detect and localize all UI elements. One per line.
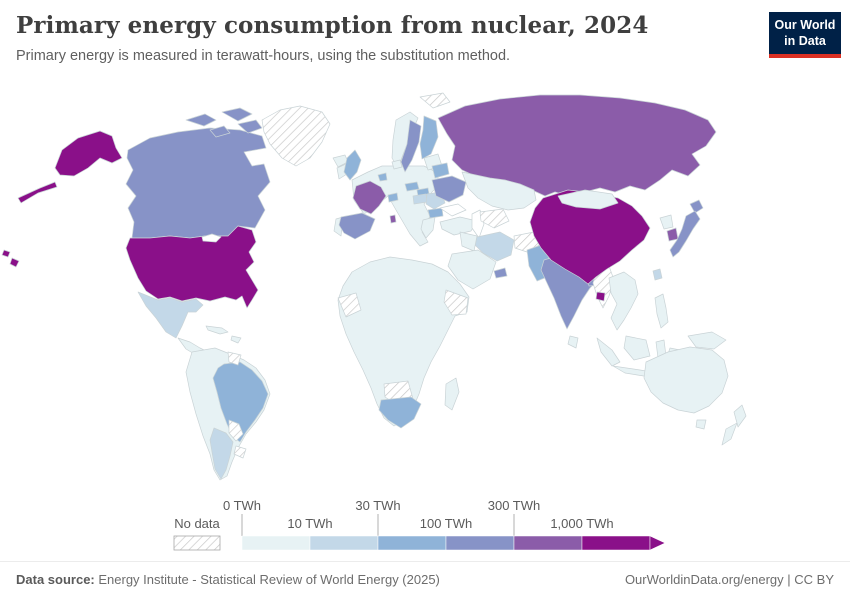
country-canada[interactable] [125,127,271,239]
legend-swatch-1[interactable] [309,535,379,551]
country-canada-arctic-4[interactable] [209,125,231,138]
country-north-korea[interactable] [659,214,674,230]
legend-label-30: 30 TWh [355,498,400,513]
country-turkey[interactable] [439,216,478,236]
country-se-asia[interactable] [608,271,639,331]
country-mexico[interactable] [137,291,204,339]
country-png[interactable] [687,331,727,350]
country-usa[interactable] [125,225,259,309]
legend-swatch-3[interactable] [445,535,515,551]
great-lakes [201,233,222,243]
country-south-africa[interactable] [378,396,422,429]
country-iran[interactable] [474,231,515,262]
country-svalbard[interactable] [419,92,451,109]
country-africa-base[interactable] [337,256,470,427]
country-spain[interactable] [338,212,376,240]
country-japan[interactable] [669,210,701,258]
country-hawaii[interactable] [1,249,11,258]
country-corsica[interactable] [389,214,397,224]
country-canada-arctic-3[interactable] [237,119,263,134]
country-greenland[interactable] [261,105,331,167]
country-argentina[interactable] [209,427,234,480]
country-tasmania[interactable] [695,419,707,430]
legend-label-300: 300 TWh [488,498,541,513]
country-hispaniola[interactable] [230,335,242,344]
country-belarus[interactable] [431,162,450,179]
country-sumatra[interactable] [596,337,621,367]
chart-footer: Data source: Energy Institute - Statisti… [0,561,850,600]
country-western-sahara[interactable] [337,292,362,318]
country-philippines[interactable] [654,293,669,329]
legend-label-10: 10 TWh [287,516,332,531]
country-brazil[interactable] [212,361,269,443]
legend-no-data-swatch[interactable] [173,535,221,551]
country-saudi-arabia[interactable] [447,249,497,290]
country-iraq-syria[interactable] [459,231,478,252]
country-hainan[interactable] [595,291,606,302]
legend-no-data-label: No data [174,516,220,531]
country-china[interactable] [529,189,651,285]
country-taiwan[interactable] [652,268,663,281]
country-nz-north[interactable] [733,404,747,428]
country-paraguay[interactable] [228,419,244,442]
country-nz-south[interactable] [721,422,738,446]
country-ukraine[interactable] [431,175,467,203]
country-bulgaria[interactable] [427,207,444,219]
country-canada-arctic-1[interactable] [185,113,217,127]
country-japan-hokkaido[interactable] [689,199,704,214]
data-source: Data source: Energy Institute - Statisti… [16,572,440,587]
country-borneo[interactable] [623,335,651,361]
page-title: Primary energy consumption from nuclear,… [16,12,649,39]
country-horn-africa[interactable] [443,289,469,316]
footer-link: OurWorldinData.org/energy | CC BY [624,572,834,587]
country-hawaii-2[interactable] [9,257,20,268]
country-belgium[interactable] [377,172,388,182]
legend-swatch-5[interactable] [581,535,651,551]
page-subtitle: Primary energy is measured in terawatt-h… [16,47,511,64]
legend-swatch-2[interactable] [377,535,447,551]
country-guyana[interactable] [227,351,242,366]
country-canada-arctic-2[interactable] [221,107,253,122]
country-hungary[interactable] [412,193,428,205]
country-alaska[interactable] [54,130,123,177]
country-sri-lanka[interactable] [567,335,579,349]
country-sweden[interactable] [400,119,422,173]
chart-header: Primary energy consumption from nuclear,… [16,12,756,65]
country-switzerland[interactable] [387,192,399,203]
owid-logo-line1: Our World [774,18,836,32]
legend-label-0: 0 TWh [223,498,261,513]
legend-swatch-0[interactable] [241,535,311,551]
legend-swatch-4[interactable] [513,535,583,551]
country-czechia[interactable] [404,181,420,192]
legend-label-100: 100 TWh [420,516,473,531]
country-aleutians[interactable] [17,181,58,204]
map-legend: No data 0 TWh 10 TWh 30 TWh 100 TWh 300 … [173,498,666,551]
country-uk[interactable] [343,149,362,181]
country-australia[interactable] [643,346,729,414]
country-uae[interactable] [493,267,508,279]
country-uruguay[interactable] [233,445,247,459]
legend-label-1000: 1,000 TWh [550,516,613,531]
country-finland[interactable] [419,115,439,160]
country-kazakhstan[interactable] [461,171,537,211]
country-france[interactable] [352,180,387,215]
country-mongolia[interactable] [557,189,619,210]
country-madagascar[interactable] [444,377,460,411]
owid-logo-line2: in Data [784,34,826,49]
country-turkmenistan[interactable] [479,208,510,229]
data-source-label: Data source: [16,572,95,587]
owid-logo[interactable]: Our World in Data [769,12,841,58]
country-cuba[interactable] [205,325,229,335]
data-source-text: Energy Institute - Statistical Review of… [94,572,440,587]
black-sea [439,203,467,217]
country-denmark[interactable] [391,159,403,170]
country-south-korea[interactable] [666,227,679,242]
legend-arrow [649,535,666,551]
